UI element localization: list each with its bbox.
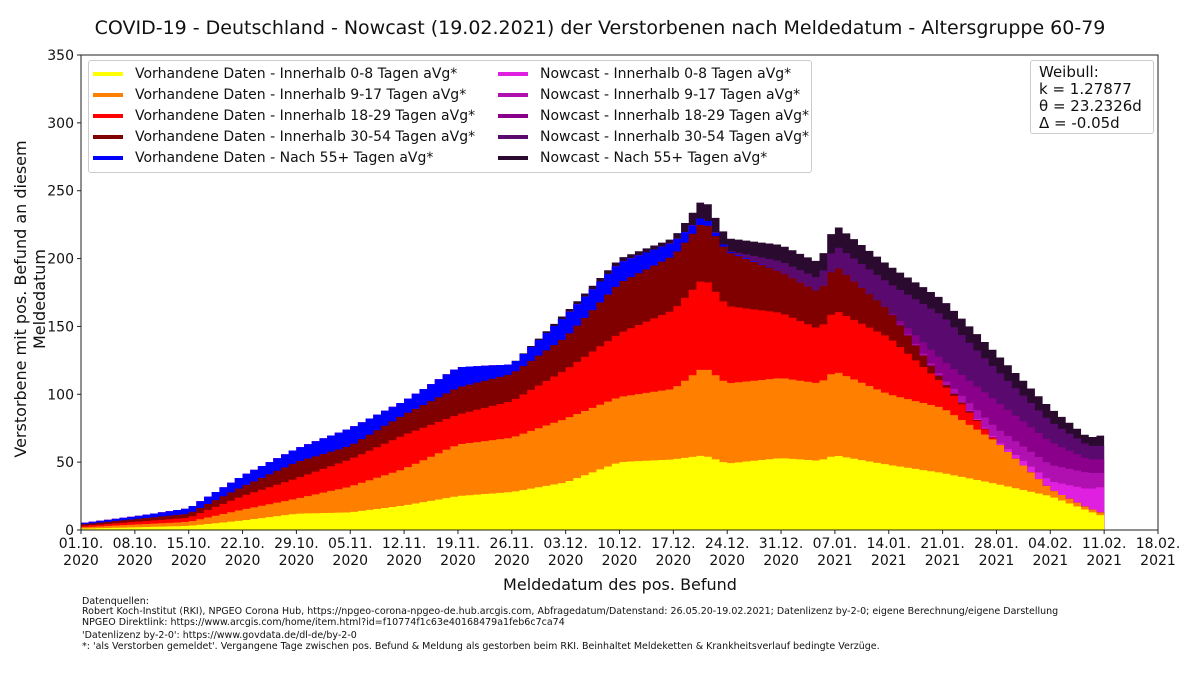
x-tick-label-date: 03.12.	[543, 536, 588, 552]
x-tick-label-year: 2020	[386, 553, 422, 569]
x-tick-label-date: 31.12.	[759, 536, 804, 552]
legend-swatch	[93, 71, 123, 76]
footer-license: 'Datenlizenz by-2-0': https://www.govdat…	[82, 630, 357, 641]
legend-label: Vorhandene Daten - Innerhalb 9-17 Tagen …	[135, 86, 467, 103]
legend-label: Nowcast - Innerhalb 30-54 Tagen aVg*	[540, 128, 809, 145]
footer-sources: Robert Koch-Institut (RKI), NPGEO Corona…	[82, 606, 1059, 617]
x-tick-label-date: 11.02.	[1082, 536, 1127, 552]
x-tick-label-year: 2021	[1086, 553, 1122, 569]
y-tick-label: 150	[47, 319, 74, 335]
legend-item: Nowcast - Nach 55+ Tagen aVg*	[498, 147, 767, 168]
weibull-box: Weibull: k = 1.27877 θ = 23.2326d Δ = -0…	[1030, 60, 1154, 134]
footer-sources-heading: Datenquellen:	[82, 596, 149, 607]
x-tick-label-year: 2021	[871, 553, 907, 569]
y-tick-label: 250	[47, 184, 74, 200]
x-tick-label-year: 2021	[1032, 553, 1068, 569]
x-tick-label-date: 24.12.	[705, 536, 750, 552]
footer-note: *: 'als Verstorben gemeldet'. Vergangene…	[82, 641, 880, 652]
legend-label: Vorhandene Daten - Innerhalb 18-29 Tagen…	[135, 107, 476, 124]
x-tick-label-year: 2021	[1140, 553, 1176, 569]
legend-item: Vorhandene Daten - Innerhalb 0-8 Tagen a…	[93, 63, 457, 84]
x-tick-label-year: 2021	[979, 553, 1015, 569]
legend-swatch	[93, 92, 123, 97]
weibull-theta: θ = 23.2326d	[1039, 97, 1142, 115]
x-tick-label-year: 2020	[763, 553, 799, 569]
legend-swatch	[93, 134, 123, 139]
legend-item: Nowcast - Innerhalb 18-29 Tagen aVg*	[498, 105, 809, 126]
x-tick-label-date: 12.11.	[382, 536, 427, 552]
x-tick-label-year: 2020	[117, 553, 153, 569]
x-tick-label-date: 22.10.	[220, 536, 265, 552]
legend-item: Vorhandene Daten - Innerhalb 18-29 Tagen…	[93, 105, 475, 126]
legend-item: Nowcast - Innerhalb 30-54 Tagen aVg*	[498, 126, 809, 147]
legend-swatch	[498, 92, 528, 97]
legend-label: Vorhandene Daten - Innerhalb 0-8 Tagen a…	[135, 65, 458, 82]
y-tick-label: 300	[47, 116, 74, 132]
x-axis-label: Meldedatum des pos. Befund	[503, 575, 737, 594]
x-tick-label-date: 07.01.	[813, 536, 858, 552]
x-tick-label-year: 2020	[279, 553, 315, 569]
x-tick-label-year: 2020	[63, 553, 99, 569]
footer-direct-link: NPGEO Direktlink: https://www.arcgis.com…	[82, 617, 565, 628]
area-series-0	[81, 455, 1105, 530]
x-tick-label-date: 01.10.	[59, 536, 104, 552]
x-tick-label-year: 2020	[548, 553, 584, 569]
legend-label: Nowcast - Nach 55+ Tagen aVg*	[540, 149, 768, 166]
legend-item: Nowcast - Innerhalb 0-8 Tagen aVg*	[498, 63, 791, 84]
legend-swatch	[498, 71, 528, 76]
x-tick-label-date: 26.11.	[490, 536, 535, 552]
chart-title: COVID-19 - Deutschland - Nowcast (19.02.…	[94, 17, 1106, 39]
x-tick-label-date: 19.11.	[436, 536, 481, 552]
x-tick-label-date: 15.10.	[166, 536, 211, 552]
x-tick-label-year: 2021	[817, 553, 853, 569]
x-tick-label-year: 2020	[225, 553, 261, 569]
legend-item: Vorhandene Daten - Innerhalb 30-54 Tagen…	[93, 126, 475, 147]
x-tick-label-year: 2020	[494, 553, 530, 569]
x-tick-label-date: 14.01.	[866, 536, 911, 552]
x-tick-label-year: 2020	[171, 553, 207, 569]
legend-label: Vorhandene Daten - Nach 55+ Tagen aVg*	[135, 149, 434, 166]
legend-swatch	[498, 134, 528, 139]
legend-label: Vorhandene Daten - Innerhalb 30-54 Tagen…	[135, 128, 476, 145]
legend-swatch	[498, 155, 528, 160]
axes: 05010015020025030035001.10.202008.10.202…	[47, 48, 1180, 569]
x-tick-label-year: 2020	[440, 553, 476, 569]
y-tick-label: 200	[47, 252, 74, 268]
x-tick-label-date: 29.10.	[274, 536, 319, 552]
x-tick-label-year: 2021	[925, 553, 961, 569]
x-tick-label-date: 05.11.	[328, 536, 373, 552]
y-axis-label: Verstorbene mit pos. Befund an diesem Me…	[11, 140, 49, 458]
x-tick-label-date: 08.10.	[113, 536, 158, 552]
y-tick-label: 100	[47, 387, 74, 403]
legend-swatch	[498, 113, 528, 118]
legend-label: Nowcast - Innerhalb 0-8 Tagen aVg*	[540, 65, 792, 82]
x-tick-label-date: 21.01.	[920, 536, 965, 552]
weibull-delta: Δ = -0.05d	[1039, 114, 1120, 132]
x-tick-label-year: 2020	[656, 553, 692, 569]
legend-item: Nowcast - Innerhalb 9-17 Tagen aVg*	[498, 84, 800, 105]
x-tick-label-date: 10.12.	[597, 536, 642, 552]
y-tick-label: 350	[47, 48, 74, 64]
x-tick-label-year: 2020	[709, 553, 745, 569]
legend: Vorhandene Daten - Innerhalb 0-8 Tagen a…	[88, 60, 812, 173]
legend-item: Vorhandene Daten - Nach 55+ Tagen aVg*	[93, 147, 433, 168]
stacked-areas	[81, 202, 1105, 531]
legend-label: Nowcast - Innerhalb 9-17 Tagen aVg*	[540, 86, 801, 103]
x-tick-label-year: 2020	[602, 553, 638, 569]
legend-label: Nowcast - Innerhalb 18-29 Tagen aVg*	[540, 107, 809, 124]
x-tick-label-date: 18.02.	[1136, 536, 1181, 552]
x-tick-label-date: 04.02.	[1028, 536, 1073, 552]
weibull-k: k = 1.27877	[1039, 80, 1132, 98]
x-tick-label-date: 17.12.	[651, 536, 696, 552]
legend-swatch	[93, 113, 123, 118]
y-tick-label: 50	[56, 455, 74, 471]
weibull-title: Weibull:	[1039, 63, 1099, 81]
legend-item: Vorhandene Daten - Innerhalb 9-17 Tagen …	[93, 84, 466, 105]
y-tick-label: 0	[65, 523, 74, 539]
x-tick-label-date: 28.01.	[974, 536, 1019, 552]
legend-swatch	[93, 155, 123, 160]
x-tick-label-year: 2020	[332, 553, 368, 569]
